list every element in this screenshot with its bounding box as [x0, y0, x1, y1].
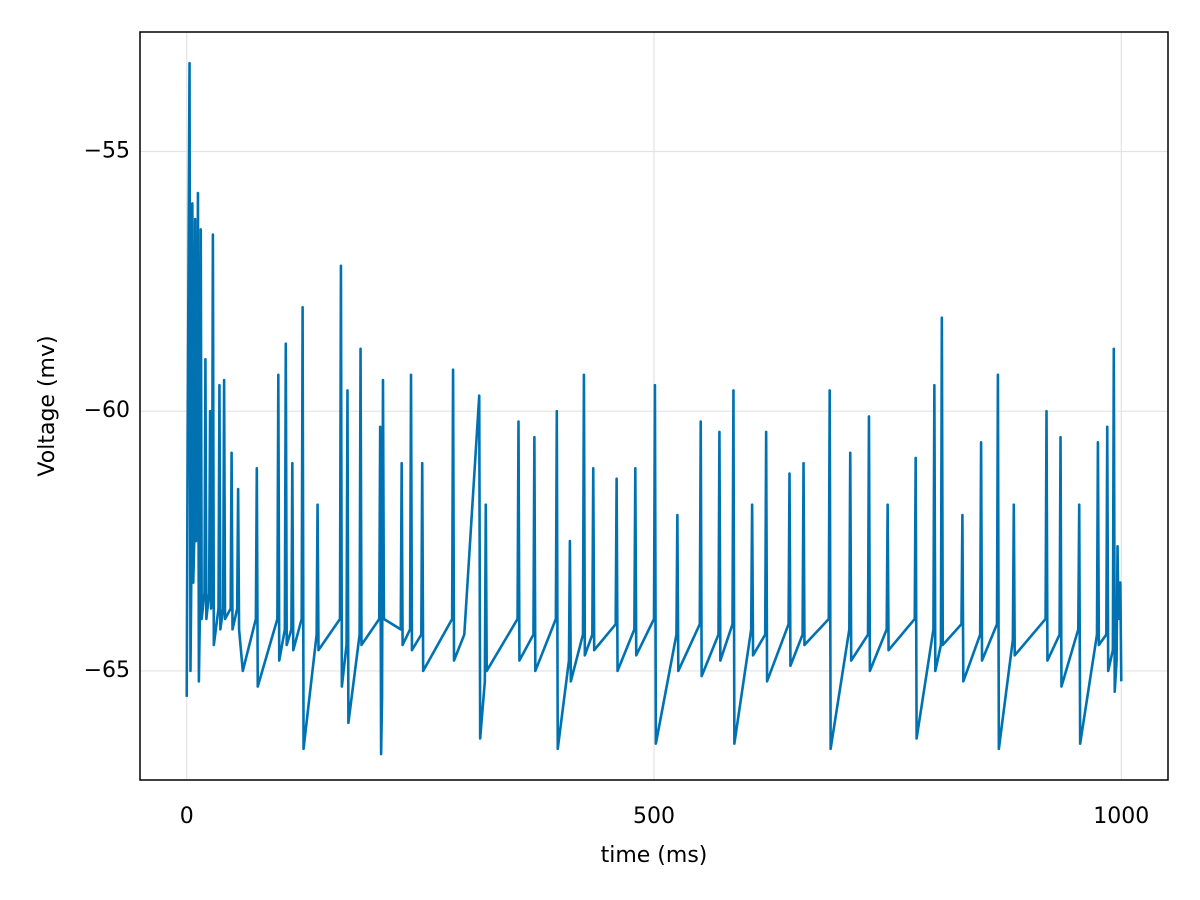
plot-area	[185, 61, 1123, 756]
y-axis-label: Voltage (mv)	[35, 335, 60, 476]
frame	[139, 31, 1169, 781]
y-tick-label: −65	[84, 658, 130, 683]
line	[185, 61, 1123, 756]
y-tick-label: −60	[84, 398, 130, 423]
x-tick-label: 1000	[1093, 804, 1149, 829]
y-tick-label: −55	[84, 138, 130, 163]
x-tick-label: 500	[633, 804, 675, 829]
x-axis-label: time (ms)	[601, 843, 708, 868]
x-tick-label: 0	[180, 804, 194, 829]
